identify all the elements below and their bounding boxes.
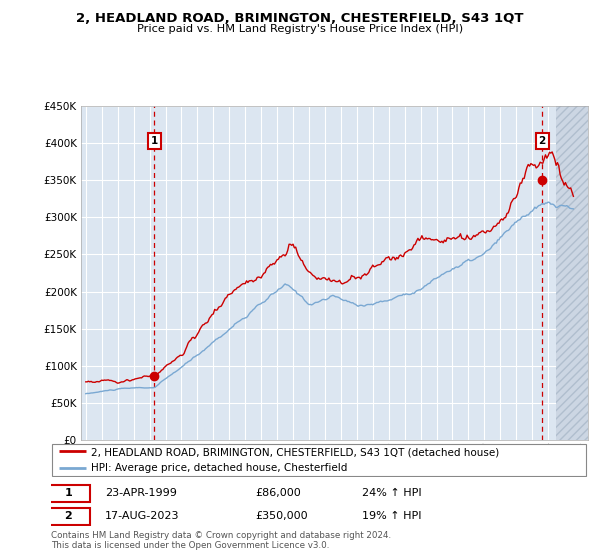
Text: HPI: Average price, detached house, Chesterfield: HPI: Average price, detached house, Ches… <box>91 463 347 473</box>
Text: 1: 1 <box>64 488 72 498</box>
Text: 2, HEADLAND ROAD, BRIMINGTON, CHESTERFIELD, S43 1QT: 2, HEADLAND ROAD, BRIMINGTON, CHESTERFIE… <box>76 12 524 25</box>
Text: Contains HM Land Registry data © Crown copyright and database right 2024.
This d: Contains HM Land Registry data © Crown c… <box>51 531 391 550</box>
Text: 1: 1 <box>151 137 158 146</box>
FancyBboxPatch shape <box>52 444 586 476</box>
FancyBboxPatch shape <box>46 484 90 502</box>
Text: 23-APR-1999: 23-APR-1999 <box>105 488 176 498</box>
Text: £86,000: £86,000 <box>255 488 301 498</box>
Text: 24% ↑ HPI: 24% ↑ HPI <box>362 488 422 498</box>
Text: 2: 2 <box>64 511 72 521</box>
FancyBboxPatch shape <box>46 507 90 525</box>
Text: 17-AUG-2023: 17-AUG-2023 <box>105 511 179 521</box>
Text: 2, HEADLAND ROAD, BRIMINGTON, CHESTERFIELD, S43 1QT (detached house): 2, HEADLAND ROAD, BRIMINGTON, CHESTERFIE… <box>91 447 500 457</box>
Text: 2: 2 <box>539 137 546 146</box>
Text: £350,000: £350,000 <box>255 511 308 521</box>
Text: Price paid vs. HM Land Registry's House Price Index (HPI): Price paid vs. HM Land Registry's House … <box>137 24 463 34</box>
Text: 19% ↑ HPI: 19% ↑ HPI <box>362 511 422 521</box>
Bar <box>556 106 588 440</box>
